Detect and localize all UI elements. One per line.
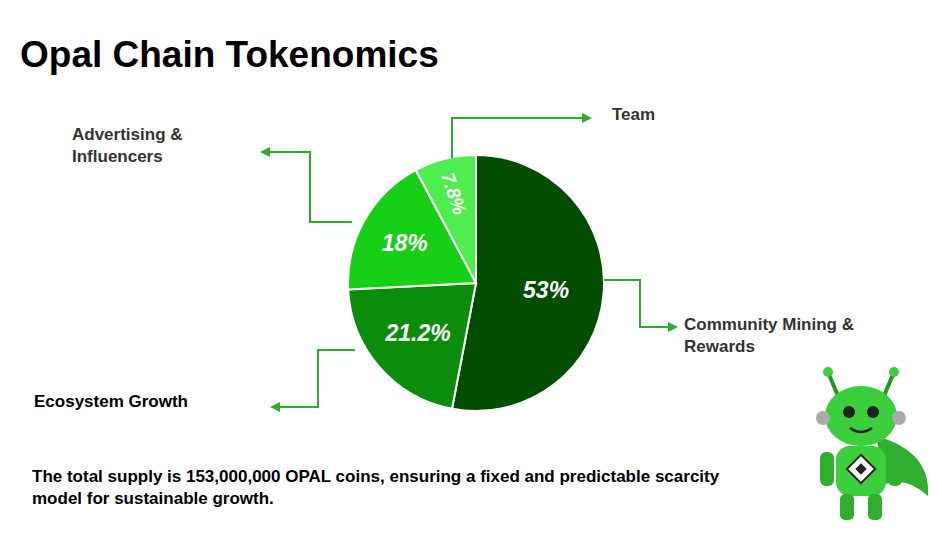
html-text:Ecosystem Growth: Ecosystem Growth bbox=[34, 392, 188, 411]
html-text:The total supply is 153,000,00: The total supply is 153,000,000 OPAL coi… bbox=[32, 467, 720, 508]
html-text:Team: Team bbox=[612, 105, 656, 124]
html-text:Advertising & Influencers: Advertising & Influencers bbox=[72, 125, 183, 166]
svg-text:18%: 18% bbox=[382, 230, 428, 256]
svg-text:53%: 53% bbox=[523, 277, 569, 303]
svg-text:7.8%: 7.8% bbox=[437, 170, 470, 218]
html-text:Opal Chain Tokenomics: Opal Chain Tokenomics bbox=[20, 34, 439, 75]
svg-text:21.2%: 21.2% bbox=[384, 320, 450, 346]
html-text:Community Mining & Rewards: Community Mining & Rewards bbox=[684, 315, 854, 356]
